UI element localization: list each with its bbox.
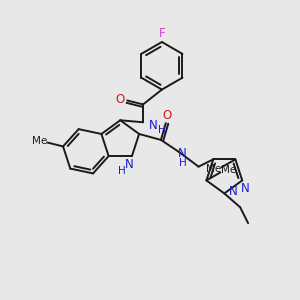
Text: O: O bbox=[162, 109, 172, 122]
Text: H: H bbox=[118, 166, 126, 176]
Text: Me: Me bbox=[32, 136, 47, 146]
Text: N: N bbox=[241, 182, 250, 195]
Text: Me: Me bbox=[206, 164, 221, 174]
Text: F: F bbox=[159, 27, 165, 40]
Text: O: O bbox=[116, 93, 125, 106]
Text: N: N bbox=[148, 119, 157, 132]
Text: N: N bbox=[178, 147, 187, 160]
Text: N: N bbox=[124, 158, 133, 170]
Text: H: H bbox=[179, 158, 187, 168]
Text: Me: Me bbox=[220, 166, 236, 176]
Text: N: N bbox=[229, 185, 238, 198]
Text: H: H bbox=[158, 125, 166, 135]
